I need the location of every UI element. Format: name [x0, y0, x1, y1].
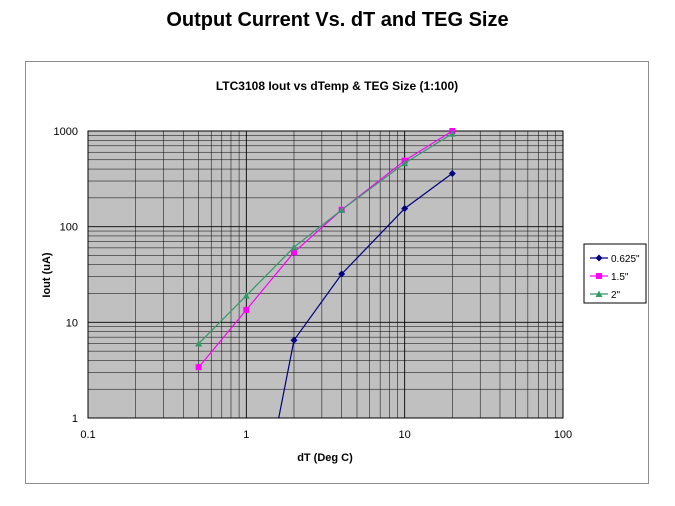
plot-area — [87, 130, 564, 419]
legend-label: 0.625" — [611, 254, 640, 265]
data-point — [195, 364, 202, 371]
series-line — [198, 133, 453, 345]
slide-title: Output Current Vs. dT and TEG Size — [166, 9, 509, 31]
series-3 — [195, 130, 456, 347]
y-tick-label: 1000 — [54, 126, 78, 138]
x-axis-label: dT (Deg C) — [297, 452, 353, 464]
legend-box — [583, 243, 647, 304]
y-tick-label: 1 — [72, 413, 78, 425]
data-point — [448, 130, 456, 137]
data-point — [448, 169, 456, 177]
legend-marker — [596, 273, 602, 279]
series-line — [198, 130, 453, 368]
data-point — [195, 340, 203, 347]
data-point — [290, 243, 298, 251]
series-layer — [195, 128, 456, 419]
data-point — [243, 306, 250, 313]
grid — [87, 131, 563, 419]
data-point — [338, 206, 346, 213]
legend-label: 1.5" — [611, 272, 629, 283]
x-tick-label: 0.1 — [80, 429, 95, 441]
legend-label: 2" — [611, 290, 621, 301]
data-point — [338, 270, 346, 278]
x-tick-label: 10 — [399, 429, 411, 441]
data-point — [242, 292, 250, 299]
legend-marker — [595, 254, 603, 262]
series-1 — [278, 169, 456, 419]
legend: 0.625" 1.5" 2" — [583, 243, 647, 304]
x-tick-label: 100 — [554, 429, 572, 441]
y-tick-label: 100 — [60, 222, 78, 234]
y-tick-label: 10 — [66, 317, 78, 329]
x-tick-label: 1 — [243, 429, 249, 441]
legend-marker — [595, 290, 603, 297]
data-point — [401, 159, 409, 167]
y-axis-label: Iout (uA) — [41, 252, 53, 298]
chart-title: LTC3108 Iout vs dTemp & TEG Size (1:100) — [216, 79, 458, 93]
data-point — [290, 336, 298, 344]
data-point — [401, 204, 409, 212]
data-point — [290, 249, 297, 256]
